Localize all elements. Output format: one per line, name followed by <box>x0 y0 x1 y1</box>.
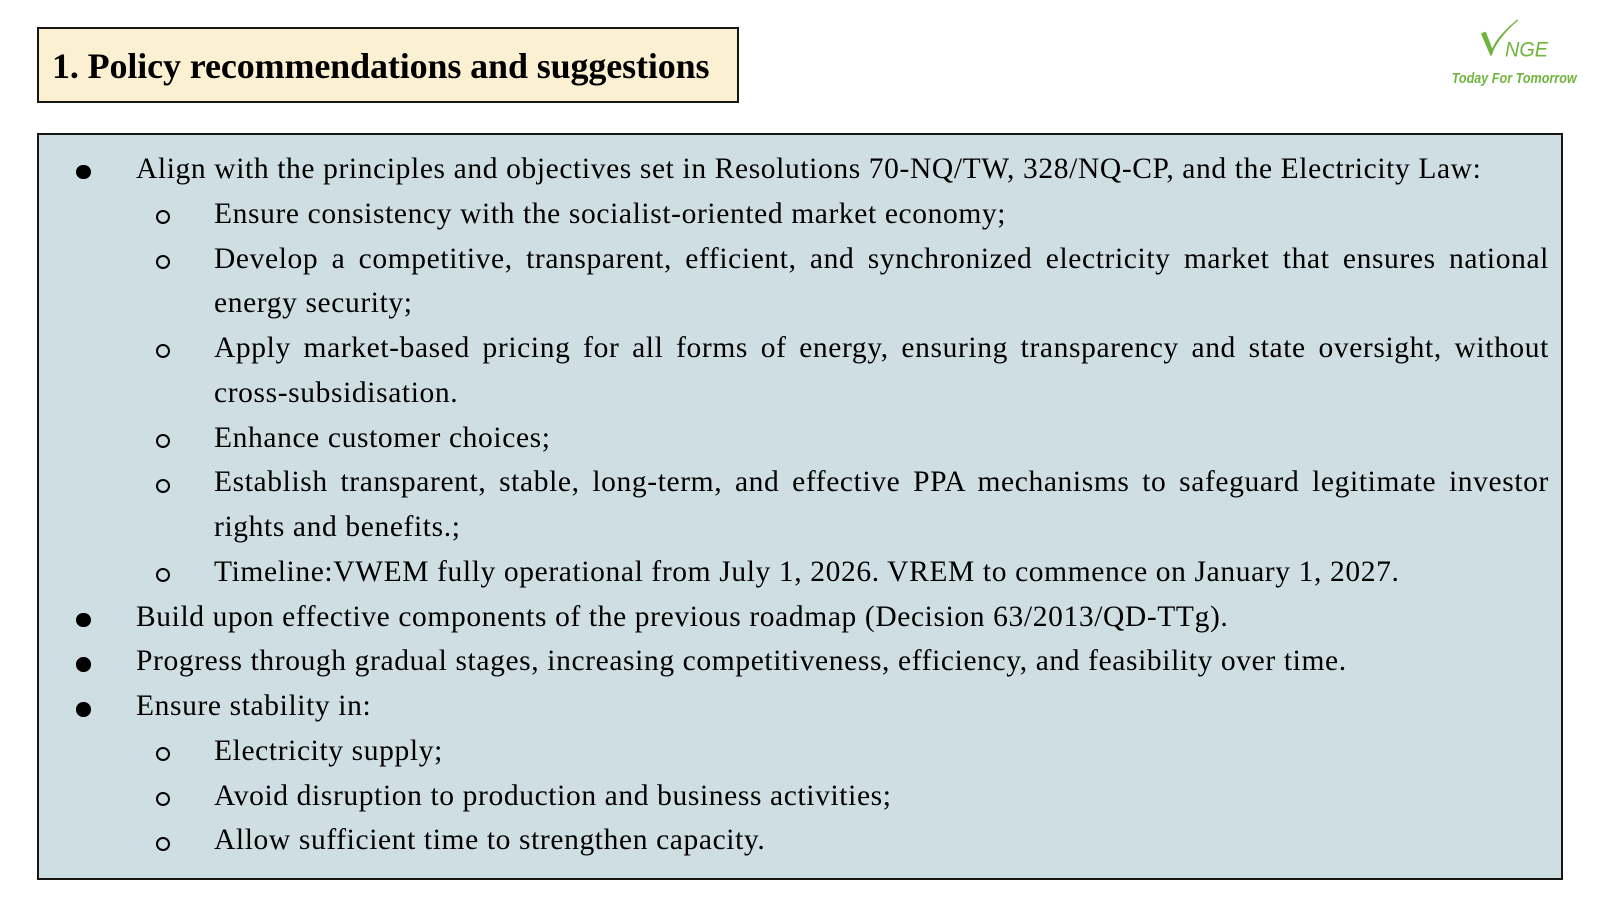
svg-text:NGE: NGE <box>1505 38 1549 62</box>
svg-text:Today For Tomorrow: Today For Tomorrow <box>1452 70 1578 87</box>
